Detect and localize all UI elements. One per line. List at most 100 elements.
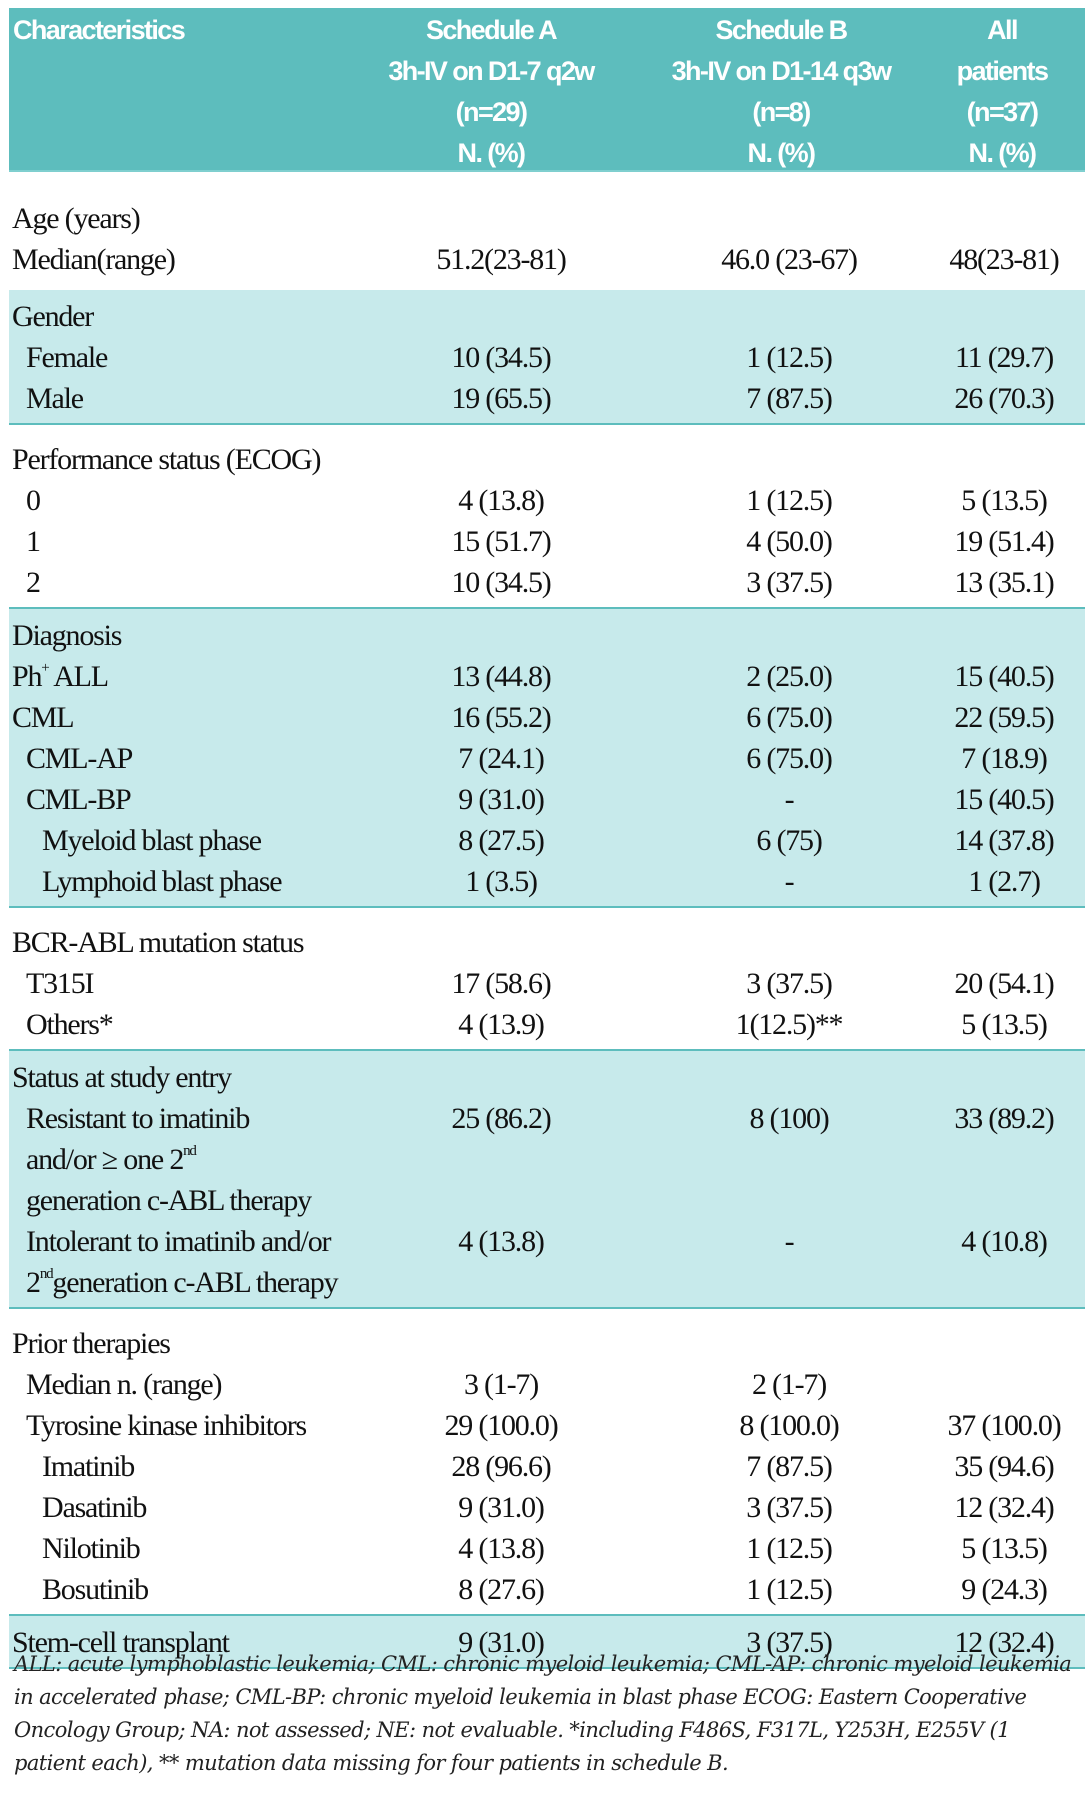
- schedule-b-value: 8 (100.0): [739, 1409, 839, 1442]
- all-patients-value: 35 (94.6): [954, 1450, 1054, 1483]
- label-text: Myeloid blast phase: [42, 824, 262, 857]
- header-all-patients: All patients (n=37) N. (%): [927, 10, 1077, 174]
- table-row: Dasatinib 9 (31.0) 3 (37.5) 12 (32.4): [9, 1487, 1085, 1528]
- label-text: Nilotinib: [42, 1532, 141, 1565]
- schedule-a-value: 4 (13.8): [458, 484, 545, 517]
- label-text: CML-BP: [26, 783, 132, 816]
- table-row: Tyrosine kinase inhibitors 29 (100.0) 8 (1…: [9, 1405, 1085, 1446]
- row-label: Gender: [12, 296, 94, 337]
- table-row: Nilotinib 4 (13.8) 1 (12.5) 5 (13.5): [9, 1528, 1085, 1569]
- row-group: Prior therapies Median n. (range) 3 (1-7) 2…: [9, 1309, 1085, 1616]
- schedule-b-value: -: [784, 783, 795, 816]
- all-patients-value: 12 (32.4): [954, 1491, 1054, 1524]
- all-patients-value: 12 (32.4): [954, 1626, 1054, 1659]
- table-row: Myeloid blast phase 8 (27.5) 6 (75) 14 (37.…: [9, 820, 1085, 861]
- schedule-a-value: 3 (1-7): [463, 1368, 539, 1401]
- label-text: Others*: [26, 1008, 114, 1041]
- schedule-b-value: 3 (37.5): [746, 1491, 833, 1524]
- table-row: Lymphoid blast phase 1 (3.5) - 1 (2.7): [9, 861, 1085, 902]
- schedule-b-value: 1 (12.5): [746, 341, 833, 374]
- label-text: Diagnosis: [12, 619, 122, 652]
- row-label: Median n. (range): [26, 1364, 223, 1405]
- all-patients-value: 11 (29.7): [954, 341, 1054, 374]
- schedule-b-value: 6 (75.0): [746, 742, 833, 775]
- schedule-a-value: 15 (51.7): [451, 525, 551, 558]
- schedule-b-value: 7 (87.5): [746, 382, 833, 415]
- header-line: All: [987, 15, 1018, 45]
- schedule-b-value: -: [784, 1225, 795, 1258]
- schedule-b-value: 7 (87.5): [746, 1450, 833, 1483]
- table-row: Prior therapies: [9, 1323, 1085, 1364]
- header-schedule-a: Schedule A 3h-IV on D1-7 q2w (n=29) N. (%): [361, 10, 621, 174]
- label-superscript: nd: [39, 1266, 54, 1282]
- label-text: CML: [12, 701, 75, 734]
- row-label: Diagnosis: [12, 615, 122, 656]
- label-text: and/or ≥ one 2: [26, 1143, 184, 1176]
- schedule-a-value: 25 (86.2): [451, 1102, 551, 1135]
- schedule-a-value: 19 (65.5): [451, 382, 551, 415]
- label-text: Imatinib: [42, 1450, 135, 1483]
- table-row: Median n. (range) 3 (1-7) 2 (1-7): [9, 1364, 1085, 1405]
- row-label: CML-BP: [26, 779, 132, 820]
- row-label: Prior therapies: [12, 1323, 171, 1364]
- label-text: Ph: [12, 660, 43, 693]
- all-patients-value: 13 (35.1): [954, 566, 1054, 599]
- row-group: Stem-cell transplant 9 (31.0) 3 (37.5) 12 (…: [9, 1616, 1085, 1669]
- schedule-a-value: 16 (55.2): [451, 701, 551, 734]
- row-label: and/or ≥ one 2nd: [26, 1139, 197, 1180]
- label-text: Lymphoid blast phase: [42, 865, 283, 898]
- row-label: Status at study entry: [12, 1057, 232, 1098]
- all-patients-value: 20 (54.1): [954, 967, 1054, 1000]
- row-group: Age (years) Median(range) 51.2(23-81) 46.0 …: [9, 172, 1085, 290]
- label-text: 2: [26, 1266, 41, 1299]
- row-label: 2: [26, 562, 41, 603]
- header-line: 3h-IV on D1-14 q3w: [671, 56, 892, 86]
- label-text-after: ALL: [48, 660, 109, 693]
- characteristics-table: Characteristics Schedule A 3h-IV on D1-7 …: [9, 8, 1085, 1669]
- label-text: 2: [26, 566, 41, 599]
- row-label: Nilotinib: [42, 1528, 141, 1569]
- all-patients-value: 14 (37.8): [954, 824, 1054, 857]
- label-superscript: +: [41, 660, 50, 676]
- table-row: BCR-ABL mutation status: [9, 922, 1085, 963]
- schedule-b-value: 1 (12.5): [746, 484, 833, 517]
- label-text: Prior therapies: [12, 1327, 171, 1360]
- label-text: Resistant to imatinib: [26, 1102, 250, 1135]
- table-row: Bosutinib 8 (27.6) 1 (12.5) 9 (24.3): [9, 1569, 1085, 1610]
- row-label: T315I: [26, 963, 95, 1004]
- row-label: CML: [12, 697, 75, 738]
- row-label: Imatinib: [42, 1446, 135, 1487]
- all-patients-value: 7 (18.9): [961, 742, 1048, 775]
- row-label: BCR-ABL mutation status: [12, 922, 304, 963]
- header-line: N. (%): [457, 138, 527, 168]
- label-text: Performance status (ECOG): [12, 443, 321, 476]
- schedule-a-value: 4 (13.8): [458, 1225, 545, 1258]
- row-label: 2ndgeneration c-ABL therapy: [26, 1262, 339, 1303]
- header-line: N. (%): [747, 138, 817, 168]
- table-row: Median(range) 51.2(23-81) 46.0 (23-67) 48(2…: [9, 239, 1085, 280]
- schedule-b-value: 1 (12.5): [746, 1573, 833, 1606]
- table-row: Others* 4 (13.9) 1(12.5)** 5 (13.5): [9, 1004, 1085, 1045]
- schedule-a-value: 9 (31.0): [458, 1626, 545, 1659]
- table-footnote: ALL: acute lymphoblastic leukemia; CML: …: [14, 1652, 1072, 1775]
- header-line: (n=29): [455, 97, 528, 127]
- table-body: Age (years) Median(range) 51.2(23-81) 46.0 …: [9, 172, 1085, 1669]
- schedule-a-value: 4 (13.9): [458, 1008, 545, 1041]
- schedule-a-value: 4 (13.8): [458, 1532, 545, 1565]
- schedule-b-value: 4 (50.0): [746, 525, 833, 558]
- header-line: Schedule B: [715, 15, 848, 45]
- label-text: BCR-ABL mutation status: [12, 926, 304, 959]
- schedule-a-value: 13 (44.8): [451, 660, 551, 693]
- schedule-a-value: 8 (27.6): [458, 1573, 545, 1606]
- row-label: Ph+ ALL: [12, 656, 109, 697]
- schedule-b-value: 1 (12.5): [746, 1532, 833, 1565]
- table-row: CML-AP 7 (24.1) 6 (75.0) 7 (18.9): [9, 738, 1085, 779]
- schedule-a-value: 10 (34.5): [451, 341, 551, 374]
- schedule-a-value: 28 (96.6): [451, 1450, 551, 1483]
- label-text: Bosutinib: [42, 1573, 149, 1606]
- schedule-b-value: 46.0 (23-67): [721, 243, 858, 276]
- table-row: Age (years): [9, 198, 1085, 239]
- all-patients-value: 5 (13.5): [961, 484, 1048, 517]
- schedule-b-value: 2 (1-7): [751, 1368, 827, 1401]
- schedule-b-value: 3 (37.5): [746, 1626, 833, 1659]
